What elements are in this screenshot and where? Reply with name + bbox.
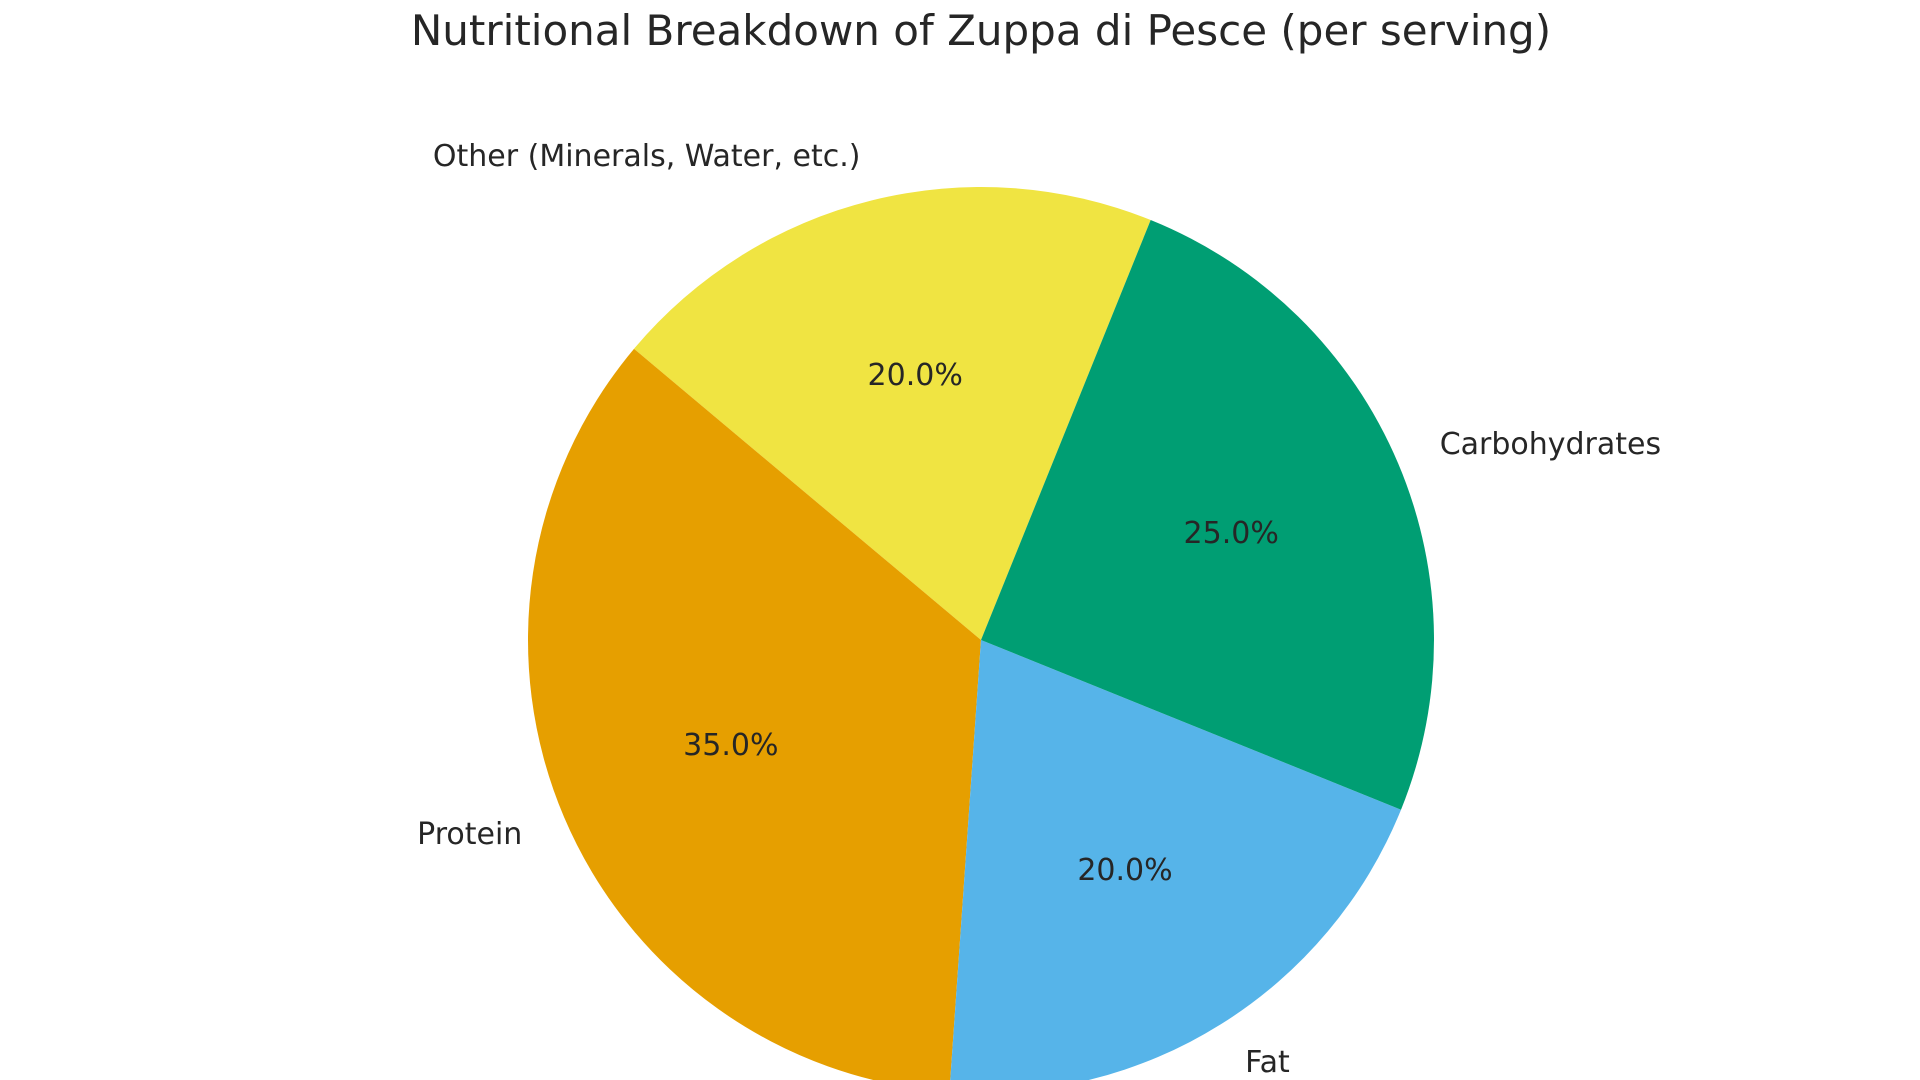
pie-slice-carbohydrates xyxy=(981,219,1434,810)
slice-pct-other-minerals-water-etc: 20.0% xyxy=(867,358,963,394)
slice-pct-protein: 35.0% xyxy=(683,728,779,764)
pie-slice-fat xyxy=(950,640,1402,1080)
slice-label-other-minerals-water-etc: Other (Minerals, Water, etc.) xyxy=(432,138,861,174)
slice-label-protein: Protein xyxy=(417,816,523,852)
pie-slice-protein xyxy=(528,348,981,1080)
pie-slice-other-minerals-water-etc xyxy=(633,187,1151,640)
slice-label-fat: Fat xyxy=(1245,1044,1290,1080)
slice-label-carbohydrates: Carbohydrates xyxy=(1439,427,1662,463)
slice-pct-fat: 20.0% xyxy=(1077,852,1173,888)
chart-title: Nutritional Breakdown of Zuppa di Pesce … xyxy=(410,6,1552,55)
slice-pct-carbohydrates: 25.0% xyxy=(1183,515,1279,551)
